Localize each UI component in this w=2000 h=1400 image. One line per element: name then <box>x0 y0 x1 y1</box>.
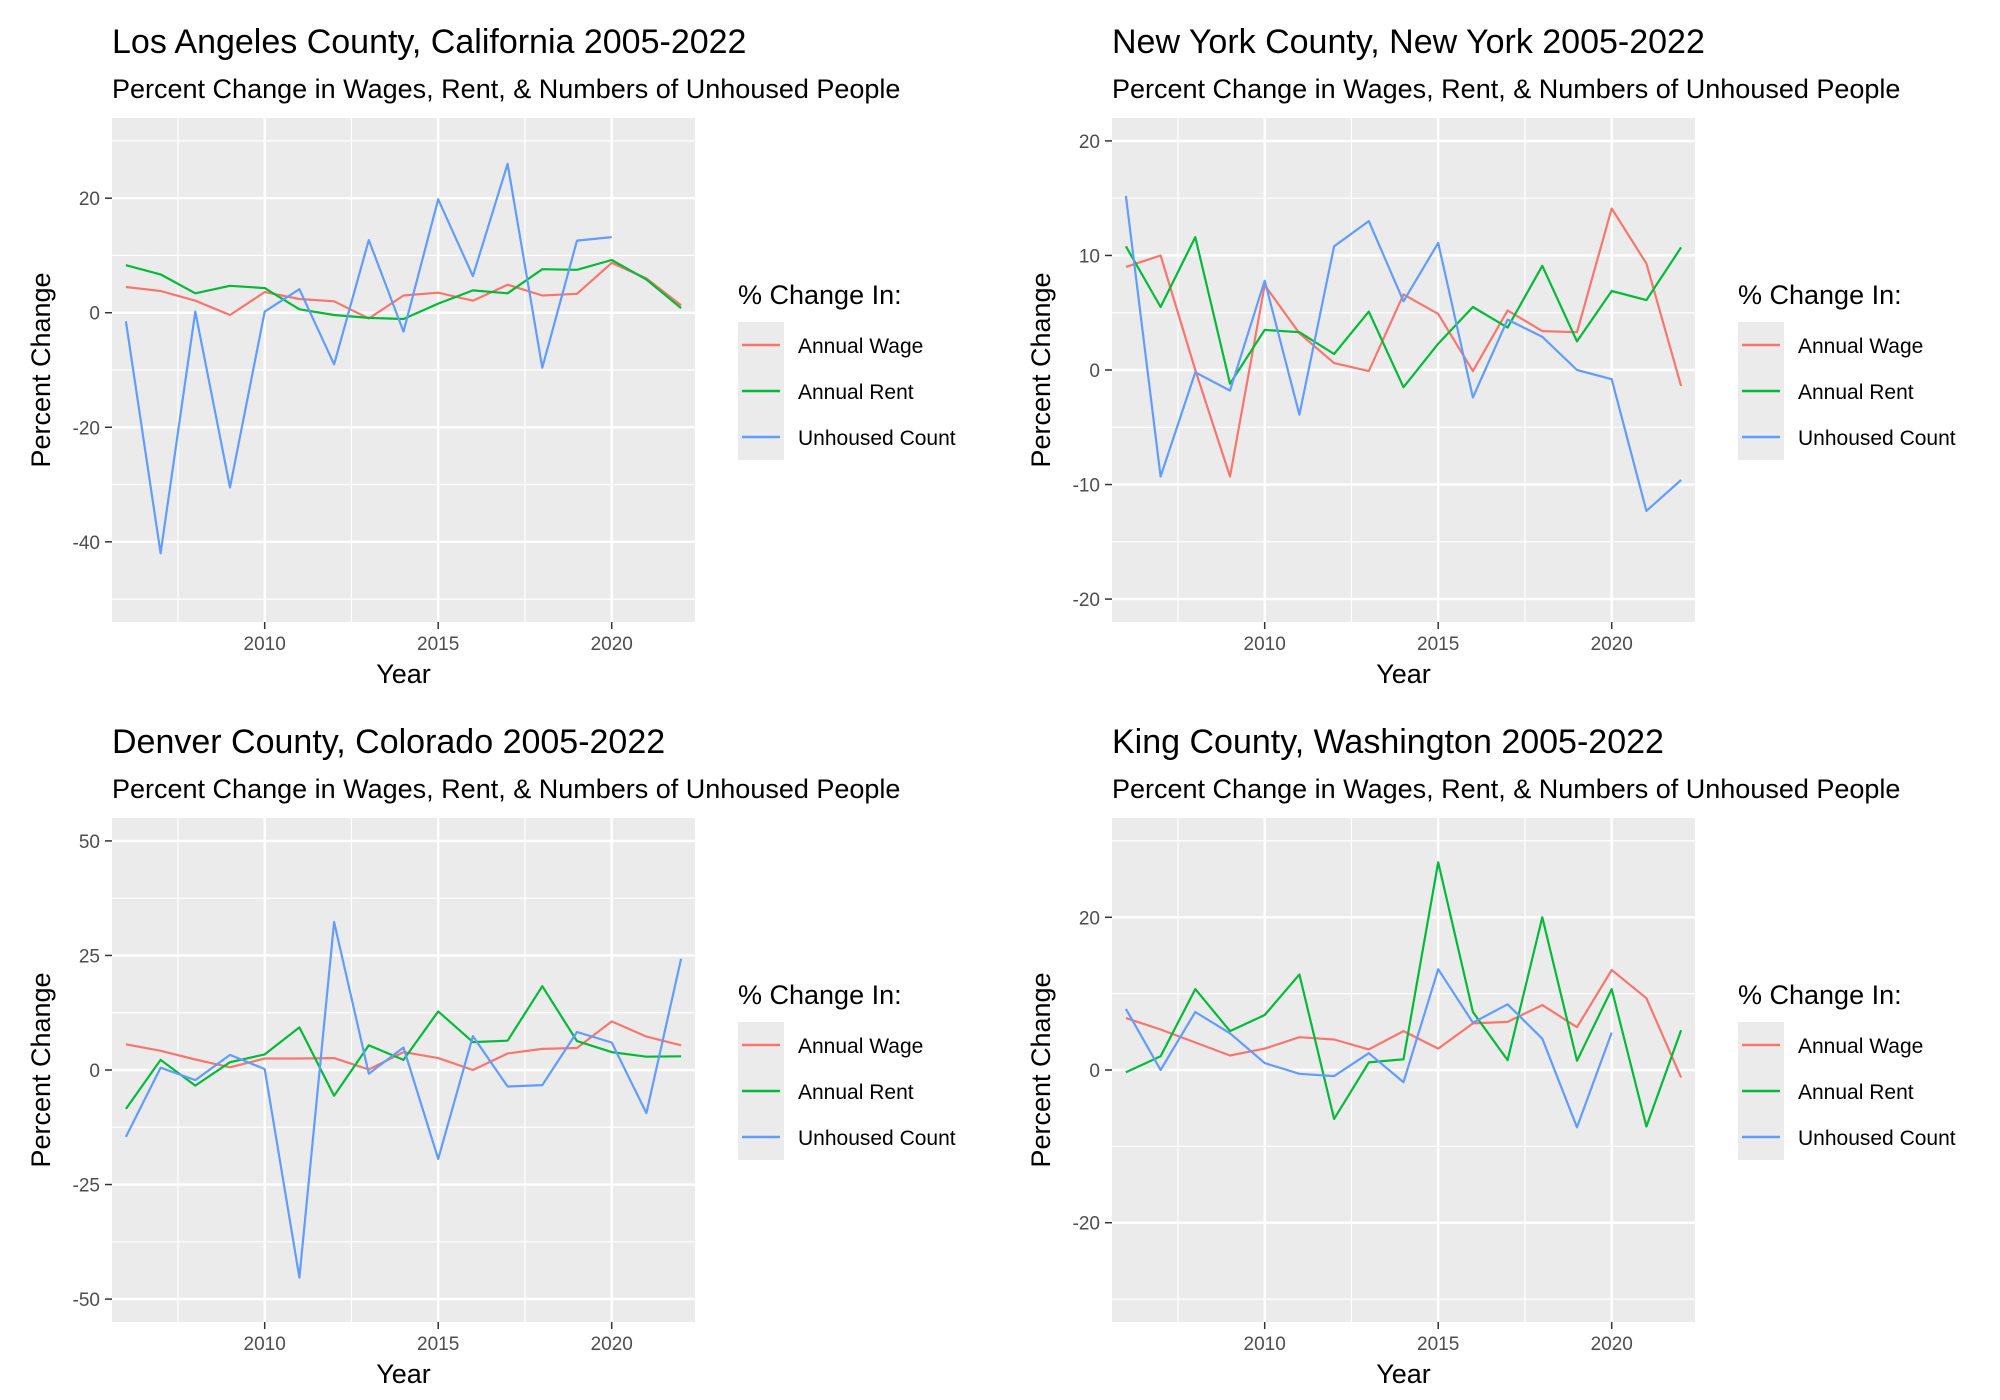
y-tick-label: 20 <box>1079 132 1100 153</box>
chart-svg-denver: Denver County, Colorado 2005-2022 Percent… <box>26 723 956 1389</box>
series-line-annual-wage <box>125 1020 682 1072</box>
series-line-unhoused-count <box>124 920 683 1279</box>
legend-label-unhoused-count: Unhoused Count <box>1798 1127 1956 1150</box>
y-tick-label: -10 <box>1073 476 1100 497</box>
x-tick-label: 2020 <box>1591 1334 1633 1355</box>
chart-svg-new-york: New York County, New York 2005-2022 Perce… <box>1026 23 1956 689</box>
x-tick-label: 2010 <box>244 634 286 655</box>
y-tick-label: -25 <box>73 1176 100 1197</box>
chart-panel-new-york: New York County, New York 2005-2022 Perce… <box>1000 0 2000 700</box>
chart-panel-denver: Denver County, Colorado 2005-2022 Percent… <box>0 700 1000 1400</box>
y-tick-label: -20 <box>1073 1214 1100 1235</box>
y-tick-label: 0 <box>89 304 100 325</box>
series-line-annual-rent <box>125 258 682 321</box>
series-line-unhoused-count <box>1124 195 1682 512</box>
x-tick-label: 2015 <box>1417 634 1459 655</box>
legend-label-annual-rent: Annual Rent <box>1798 381 1914 404</box>
chart-panel-king: King County, Washington 2005-2022 Percent… <box>1000 700 2000 1400</box>
y-tick-label: 0 <box>89 1061 100 1082</box>
x-tick-label: 2010 <box>244 1334 286 1355</box>
x-tick-label: 2020 <box>591 634 633 655</box>
legend-label-unhoused-count: Unhoused Count <box>798 1127 956 1150</box>
legend-label-annual-wage: Annual Wage <box>1798 335 1923 358</box>
y-tick-label: -40 <box>73 533 100 554</box>
series-line-annual-rent <box>1124 236 1683 389</box>
legend-label-annual-rent: Annual Rent <box>798 1081 914 1104</box>
legend-title: % Change In: <box>738 280 902 310</box>
y-tick-label: -20 <box>73 418 100 439</box>
chart-subtitle: Percent Change in Wages, Rent, & Numbers… <box>1112 74 1900 104</box>
chart-subtitle: Percent Change in Wages, Rent, & Numbers… <box>112 774 900 804</box>
series-line-annual-rent <box>125 985 682 1110</box>
legend-label-unhoused-count: Unhoused Count <box>1798 427 1956 450</box>
x-tick-label: 2015 <box>417 1334 459 1355</box>
x-tick-label: 2010 <box>1244 634 1286 655</box>
chart-svg-king: King County, Washington 2005-2022 Percent… <box>1026 723 1956 1389</box>
series-line-annual-wage <box>1125 968 1683 1079</box>
series-line-annual-wage <box>125 261 682 320</box>
chart-svg-los-angeles: Los Angeles County, California 2005-2022… <box>26 23 956 689</box>
y-tick-label: 50 <box>79 832 100 853</box>
series-line-unhoused-count <box>124 162 612 555</box>
chart-title: New York County, New York 2005-2022 <box>1112 23 1705 61</box>
chart-subtitle: Percent Change in Wages, Rent, & Numbers… <box>112 74 900 104</box>
y-tick-label: 25 <box>79 946 100 967</box>
legend-label-annual-wage: Annual Wage <box>798 335 923 358</box>
chart-panel-los-angeles: Los Angeles County, California 2005-2022… <box>0 0 1000 700</box>
y-axis-title: Percent Change <box>26 972 56 1167</box>
legend-label-annual-rent: Annual Rent <box>1798 1081 1914 1104</box>
chart-title: Los Angeles County, California 2005-2022 <box>112 23 746 61</box>
x-axis-title: Year <box>376 659 431 689</box>
legend-label-annual-wage: Annual Wage <box>798 1035 923 1058</box>
y-tick-label: 20 <box>79 189 100 210</box>
y-tick-label: 10 <box>1079 246 1100 267</box>
x-tick-label: 2020 <box>1591 634 1633 655</box>
y-tick-label: 0 <box>1089 361 1100 382</box>
legend-label-annual-rent: Annual Rent <box>798 381 914 404</box>
y-axis-title: Percent Change <box>1026 972 1056 1167</box>
y-tick-label: 0 <box>1089 1061 1100 1082</box>
chart-subtitle: Percent Change in Wages, Rent, & Numbers… <box>1112 774 1900 804</box>
legend-label-annual-wage: Annual Wage <box>1798 1035 1923 1058</box>
x-axis-title: Year <box>376 1359 431 1389</box>
y-axis-title: Percent Change <box>26 272 56 467</box>
x-tick-label: 2015 <box>1417 1334 1459 1355</box>
x-tick-label: 2020 <box>591 1334 633 1355</box>
chart-title: King County, Washington 2005-2022 <box>1112 723 1664 761</box>
x-axis-title: Year <box>1376 1359 1431 1389</box>
y-tick-label: -20 <box>1073 590 1100 611</box>
x-axis-title: Year <box>1376 659 1431 689</box>
series-line-unhoused-count <box>1124 968 1613 1129</box>
legend-title: % Change In: <box>1738 980 1902 1010</box>
y-tick-label: 20 <box>1079 908 1100 929</box>
series-line-annual-rent <box>1125 861 1683 1128</box>
legend-title: % Change In: <box>1738 280 1902 310</box>
series-line-annual-wage <box>1125 207 1683 478</box>
x-tick-label: 2010 <box>1244 1334 1286 1355</box>
chart-title: Denver County, Colorado 2005-2022 <box>112 723 665 761</box>
legend-label-unhoused-count: Unhoused Count <box>798 427 956 450</box>
legend-title: % Change In: <box>738 980 902 1010</box>
y-tick-label: -50 <box>73 1290 100 1311</box>
x-tick-label: 2015 <box>417 634 459 655</box>
y-axis-title: Percent Change <box>1026 272 1056 467</box>
